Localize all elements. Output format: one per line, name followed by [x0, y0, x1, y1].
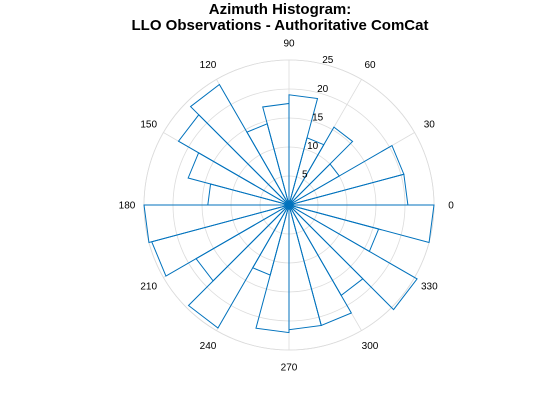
histogram-bin-210-225	[195, 204, 290, 282]
histogram-bin-345-360	[288, 204, 435, 244]
chart-title-line-1: Azimuth Histogram:	[209, 1, 352, 18]
histogram-bin-315-330	[288, 204, 418, 311]
chart-title-line-2: LLO Observations - Authoritative ComCat	[132, 17, 429, 34]
histogram-bin-135-150	[177, 114, 290, 206]
theta-tick-label-0: 0	[448, 201, 454, 212]
r-tick-label-15: 15	[312, 112, 324, 123]
r-tick-label-20: 20	[317, 84, 329, 95]
histogram-bin-255-270	[255, 204, 290, 334]
theta-tick-label-180: 180	[119, 201, 136, 212]
theta-tick-label-90: 90	[283, 39, 295, 50]
theta-tick-label-300: 300	[362, 341, 379, 352]
r-tick-label-5: 5	[302, 169, 308, 180]
histogram-bin-165-180	[207, 183, 290, 206]
theta-tick-label-330: 330	[421, 282, 438, 293]
r-tick-label-25: 25	[322, 55, 334, 66]
histogram-petals	[143, 83, 435, 334]
theta-tick-label-60: 60	[364, 60, 376, 71]
theta-tick-label-30: 30	[424, 120, 436, 131]
theta-tick-label-210: 210	[140, 282, 157, 293]
histogram-bin-15-30	[288, 144, 405, 206]
theta-tick-label-120: 120	[200, 60, 217, 71]
histogram-bin-30-45	[288, 163, 340, 206]
histogram-bin-120-135	[189, 83, 290, 206]
histogram-bin-45-60	[288, 126, 354, 206]
r-tick-label-10: 10	[307, 141, 319, 152]
axis-labels: 0 30 60 90 120 150 180 210 240 270 300 330 5 10 15 20 25	[119, 39, 455, 374]
theta-tick-label-240: 240	[200, 341, 217, 352]
theta-tick-label-270: 270	[281, 363, 298, 374]
theta-tick-label-150: 150	[140, 120, 157, 131]
